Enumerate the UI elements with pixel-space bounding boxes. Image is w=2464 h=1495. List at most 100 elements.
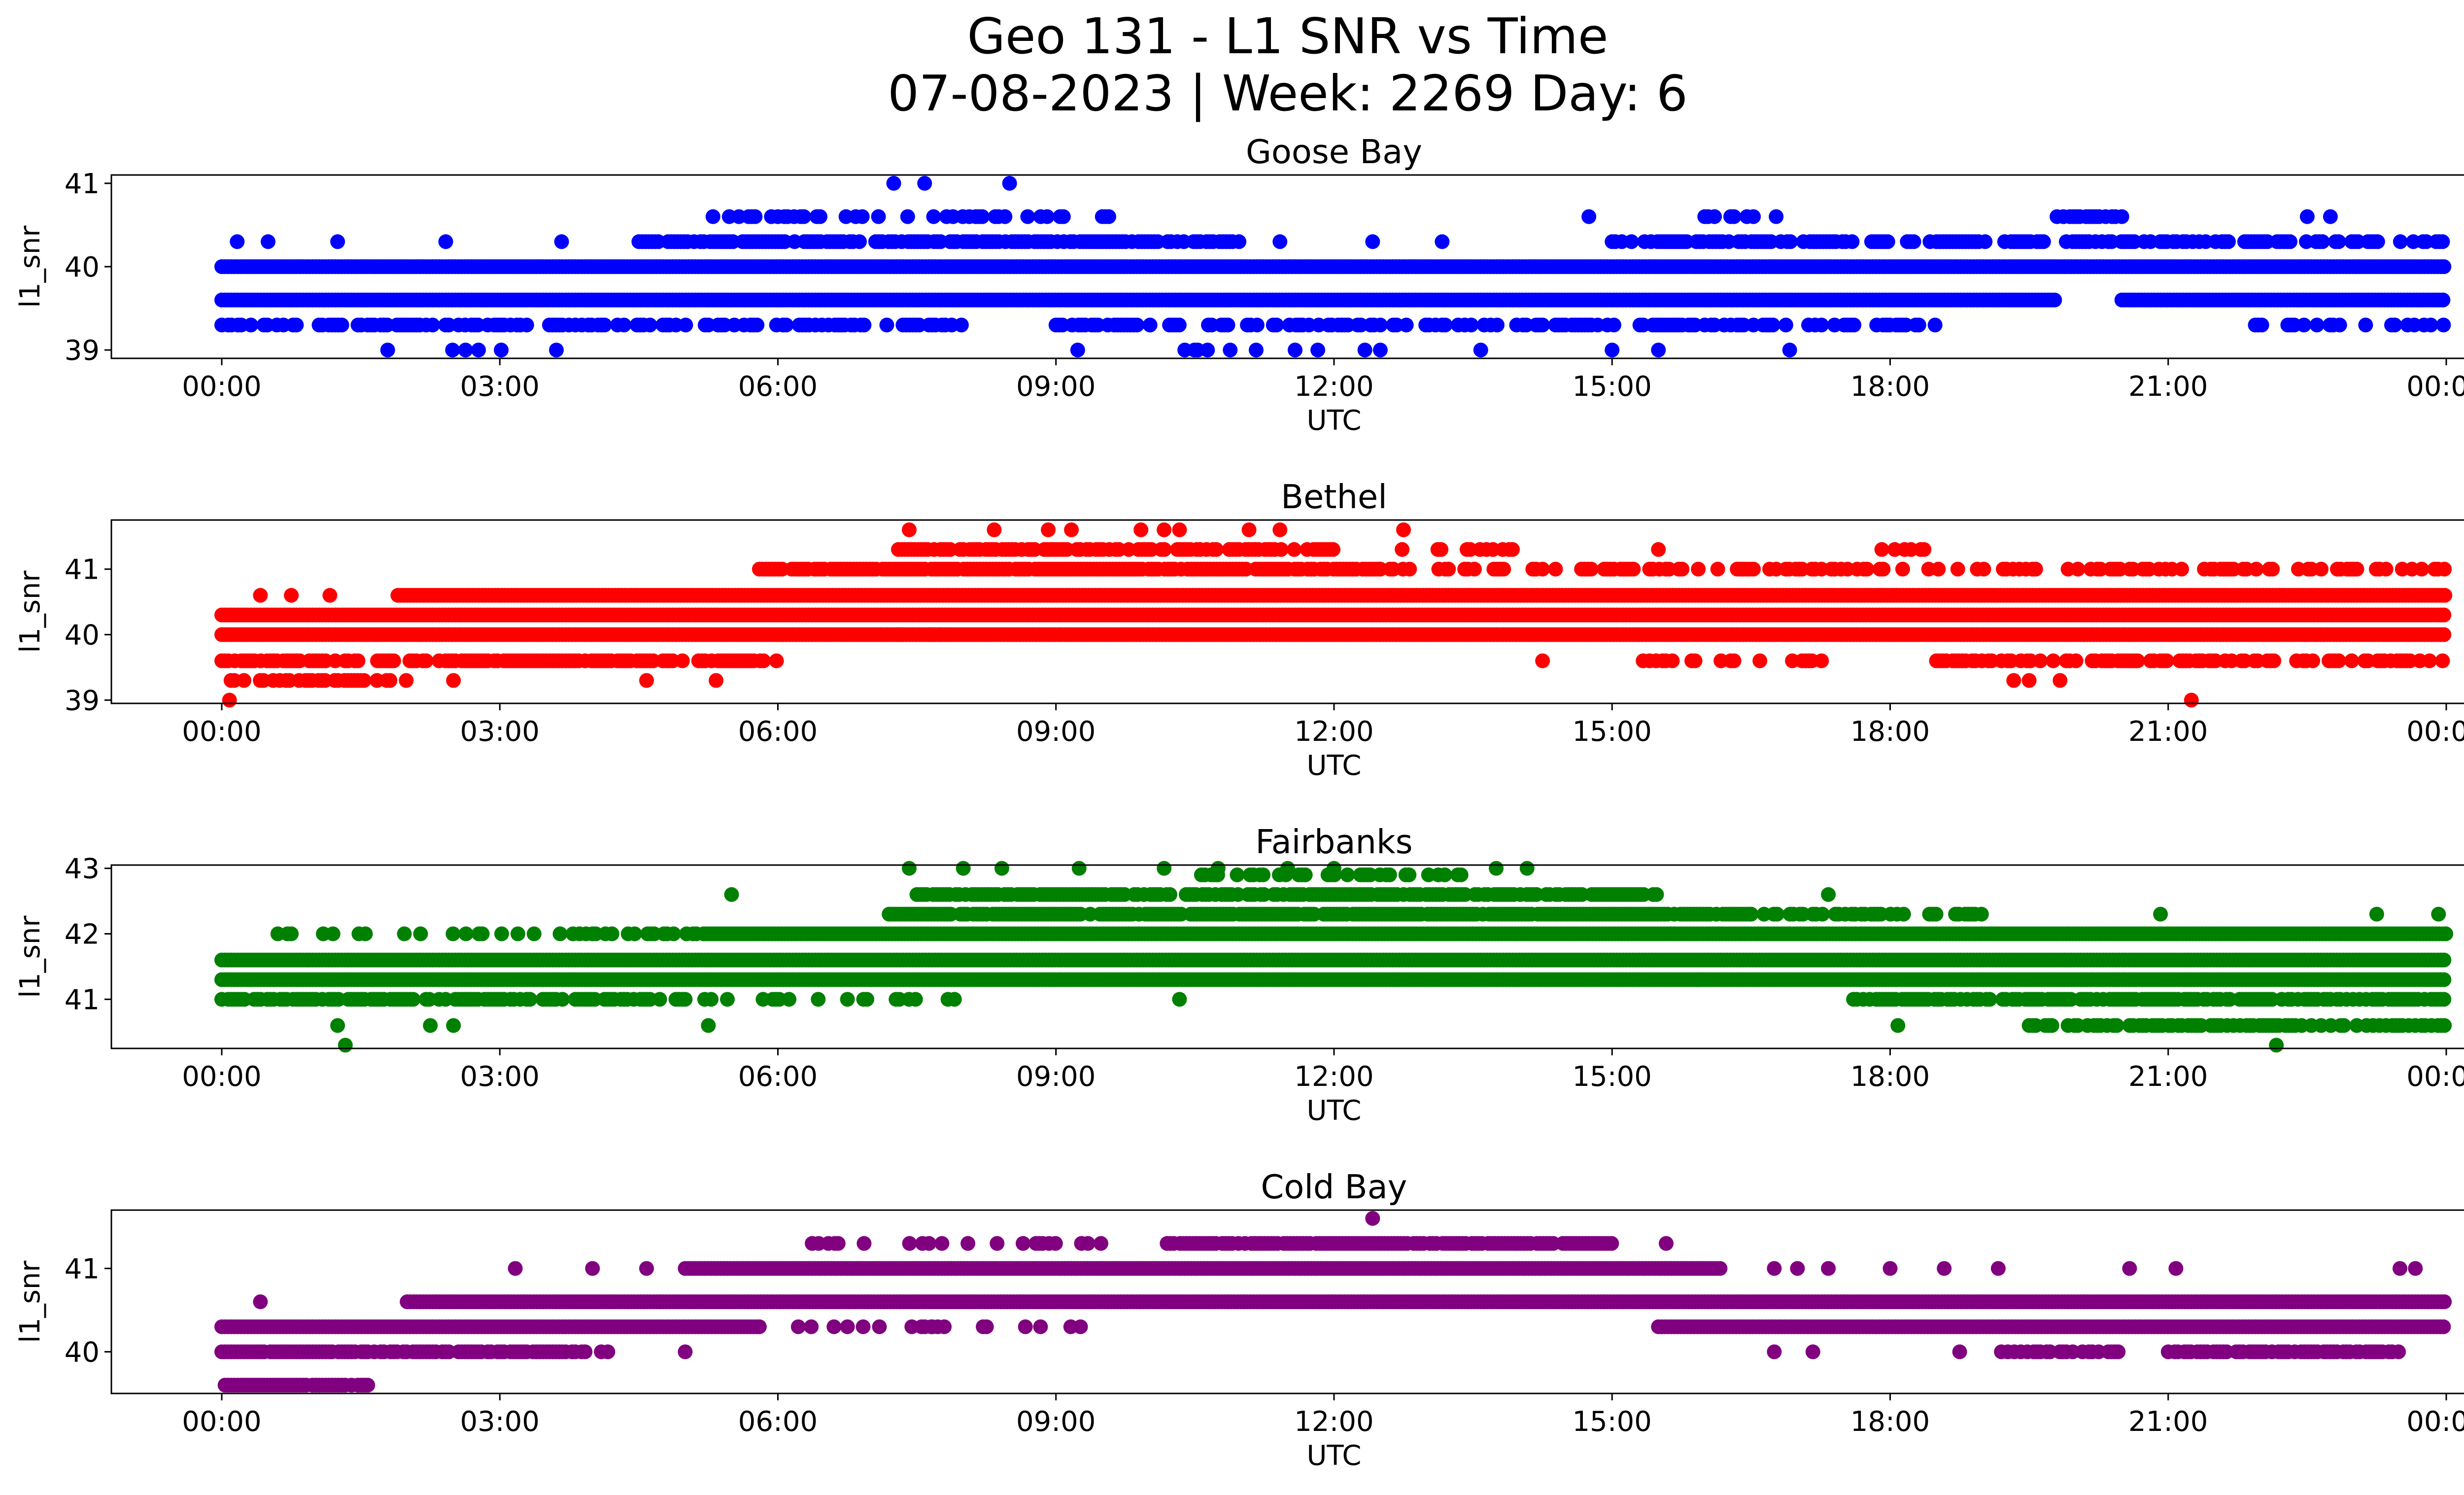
data-point — [230, 234, 245, 249]
subplot-title: Goose Bay — [1246, 133, 1422, 171]
x-tick-label: 00:00 — [2406, 371, 2464, 403]
data-point — [900, 209, 915, 224]
data-point — [222, 693, 237, 708]
data-point — [926, 209, 941, 224]
data-point — [1895, 561, 1910, 577]
data-point — [871, 209, 886, 224]
data-point — [2358, 317, 2373, 333]
data-point — [1220, 317, 1235, 333]
data-point — [642, 317, 657, 333]
x-tick-label: 00:00 — [182, 716, 261, 748]
data-point — [2159, 653, 2174, 668]
data-point — [1906, 234, 1921, 249]
x-tick-label: 03:00 — [460, 371, 540, 403]
data-point — [873, 627, 888, 642]
x-tick-label: 15:00 — [1573, 371, 1652, 403]
data-point — [1437, 317, 1453, 333]
data-point — [2070, 561, 2086, 577]
data-point — [2046, 653, 2061, 668]
data-point — [1976, 561, 1991, 577]
data-point — [1249, 317, 1265, 333]
data-point — [1373, 317, 1388, 333]
data-point — [1142, 317, 1158, 333]
data-point — [1070, 343, 1085, 358]
data-point — [1505, 542, 1520, 557]
data-point — [616, 317, 632, 333]
data-point — [2184, 693, 2199, 708]
data-point — [1752, 653, 1768, 668]
subplot-title: Fairbanks — [1255, 823, 1412, 861]
data-point — [1133, 522, 1149, 537]
figure-title-line-2: 07-08-2023 | Week: 2269 Day: 6 — [888, 65, 1687, 122]
data-point — [1675, 561, 1690, 577]
data-point — [1535, 317, 1550, 333]
data-point — [892, 627, 907, 642]
data-point — [1847, 317, 1862, 333]
data-point — [2254, 317, 2269, 333]
y-axis-label: l1_snr — [14, 570, 46, 653]
data-point — [2435, 653, 2450, 668]
data-point — [1249, 343, 1264, 358]
data-point — [2266, 653, 2282, 668]
data-point — [2437, 561, 2452, 577]
data-point — [445, 343, 460, 358]
data-point — [458, 343, 473, 358]
data-point — [1874, 542, 1889, 557]
data-point — [2305, 653, 2321, 668]
data-point — [322, 588, 338, 603]
x-tick-label: 18:00 — [1850, 371, 1930, 403]
data-point — [2249, 561, 2264, 577]
data-point — [2400, 317, 2415, 333]
data-point — [2422, 653, 2437, 668]
data-point — [289, 317, 304, 333]
data-point — [1310, 343, 1326, 358]
data-point — [1272, 522, 1288, 537]
data-point — [2436, 607, 2452, 623]
data-point — [1746, 209, 1761, 224]
data-point — [796, 209, 812, 224]
data-point — [2283, 234, 2298, 249]
data-point — [1626, 561, 1641, 577]
x-tick-label: 18:00 — [1850, 716, 1930, 748]
data-point — [1769, 209, 1784, 224]
data-point — [1548, 561, 1563, 577]
data-point — [386, 653, 401, 668]
data-point — [1273, 542, 1289, 557]
y-tick-label: 39 — [65, 685, 100, 717]
data-point — [1365, 234, 1380, 249]
data-point — [941, 627, 956, 642]
data-point — [1396, 522, 1411, 537]
data-point — [2006, 673, 2021, 688]
x-tick-label: 21:00 — [2128, 716, 2208, 748]
x-tick-label: 12:00 — [1294, 716, 1373, 748]
data-point — [330, 234, 345, 249]
data-point — [2436, 259, 2452, 274]
data-point — [2331, 653, 2346, 668]
data-point — [1223, 343, 1238, 358]
data-point — [879, 317, 894, 333]
data-point — [2299, 209, 2315, 224]
data-point — [2309, 317, 2325, 333]
data-point — [1911, 317, 1926, 333]
data-point — [750, 317, 765, 333]
x-tick-label: 06:00 — [738, 716, 818, 748]
data-point — [356, 673, 372, 688]
data-point — [350, 653, 366, 668]
data-point — [2221, 234, 2236, 249]
data-point — [597, 317, 612, 333]
data-point — [2047, 292, 2062, 308]
data-point — [856, 317, 872, 333]
data-point — [2130, 653, 2145, 668]
x-tick-label: 15:00 — [1573, 716, 1652, 748]
data-point — [519, 317, 534, 333]
data-point — [1441, 561, 1456, 577]
data-point — [2423, 317, 2438, 333]
x-axis-label: UTC — [1306, 750, 1361, 782]
data-point — [1464, 317, 1479, 333]
data-point — [2436, 317, 2451, 333]
data-point — [2315, 234, 2330, 249]
subplot-title: Bethel — [1281, 478, 1387, 516]
